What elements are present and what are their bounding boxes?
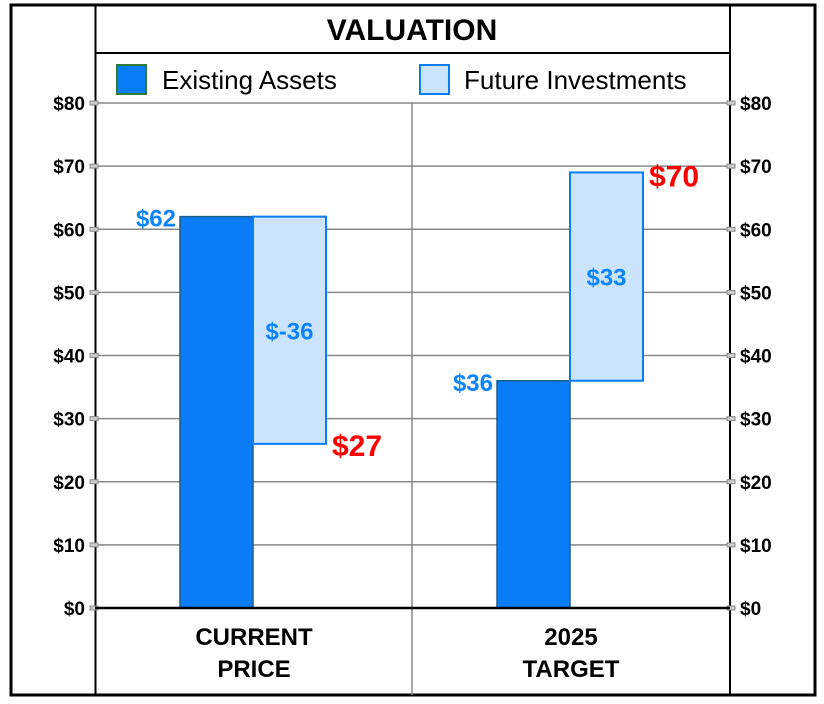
- y-tick-label-right: $50: [740, 283, 772, 304]
- chart-title: VALUATION: [327, 14, 498, 47]
- y-tick-label-left: $80: [53, 94, 85, 115]
- y-tick-label-left: $30: [53, 410, 85, 431]
- data-label-future-investments: $33: [586, 265, 626, 292]
- y-tick-label-left: $50: [53, 283, 85, 304]
- bar-future-investments: [569, 171, 644, 382]
- legend-label-existing-assets: Existing Assets: [162, 65, 337, 95]
- total-label: $27: [332, 430, 382, 463]
- category-label-current-price-line1: CURRENT: [195, 624, 313, 651]
- tick-mark-left: [89, 163, 99, 169]
- data-label-existing-assets: $62: [136, 206, 176, 233]
- data-label-future-investments: $-36: [265, 318, 313, 345]
- chart-frame: [9, 3, 817, 697]
- data-labels: $62 $-36 $27 $36 $33 $70: [136, 160, 699, 462]
- y-tick-label-right: $30: [740, 410, 772, 431]
- data-label-existing-assets: $36: [453, 370, 493, 397]
- y-tick-label-right: $10: [740, 536, 772, 557]
- tick-mark-right: [726, 289, 736, 295]
- total-label: $70: [649, 160, 699, 193]
- y-tick-label-left: $0: [64, 599, 85, 620]
- tick-mark-right: [726, 416, 736, 422]
- legend-label-future-investments: Future Investments: [464, 65, 687, 95]
- tick-mark-left: [89, 416, 99, 422]
- tick-mark-right: [726, 100, 736, 106]
- legend-swatch-future-investments: [419, 64, 450, 95]
- y-tick-label-right: $40: [740, 347, 772, 368]
- y-tick-label-left: $20: [53, 473, 85, 494]
- tick-mark-left: [89, 479, 99, 485]
- tick-mark-right: [726, 542, 736, 548]
- y-tick-label-right: $80: [740, 94, 772, 115]
- bars: [179, 171, 644, 609]
- bar-existing-assets: [496, 380, 571, 609]
- tick-mark-right: [726, 479, 736, 485]
- y-tick-label-right: $60: [740, 220, 772, 241]
- category-label-2025-target-line2: TARGET: [523, 656, 620, 683]
- y-tick-label-left: $70: [53, 157, 85, 178]
- bar-future-investments: [252, 215, 327, 445]
- tick-mark-left: [89, 353, 99, 358]
- tick-mark-left: [89, 226, 99, 232]
- y-tick-label-left: $40: [53, 347, 85, 368]
- category-label-current-price-line2: PRICE: [217, 656, 290, 683]
- tick-mark-left: [89, 289, 99, 295]
- y-tick-label-right: $20: [740, 473, 772, 494]
- tick-mark-right: [726, 163, 736, 169]
- y-tick-label-right: $0: [740, 599, 761, 620]
- tick-mark-right: [726, 226, 736, 232]
- tick-mark-left: [89, 100, 99, 106]
- tick-mark-right: [726, 353, 736, 358]
- y-tick-label-left: $60: [53, 220, 85, 241]
- category-label-2025-target-line1: 2025: [544, 624, 597, 651]
- bar-existing-assets: [179, 215, 254, 609]
- y-tick-label-left: $10: [53, 536, 85, 557]
- x-axis-categories: CURRENT PRICE 2025 TARGET: [195, 624, 619, 683]
- y-tick-label-right: $70: [740, 157, 772, 178]
- tick-mark-left: [89, 542, 99, 548]
- legend: Existing Assets Future Investments: [116, 64, 687, 95]
- legend-swatch-existing-assets: [116, 64, 147, 95]
